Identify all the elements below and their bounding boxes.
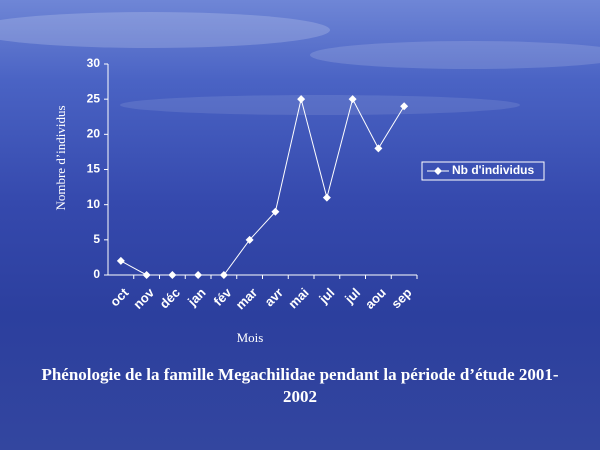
- x-tick-label: fév: [211, 284, 235, 308]
- legend-box: [421, 161, 545, 181]
- y-tick-label: 5: [93, 232, 100, 246]
- marker: [194, 271, 203, 279]
- x-tick-label: oct: [107, 284, 132, 309]
- x-tick-label: mai: [285, 285, 311, 311]
- marker: [400, 102, 409, 111]
- y-tick-label: 0: [93, 267, 100, 281]
- x-tick-label: aou: [362, 285, 389, 312]
- y-axis-label: Nombre d’individus: [53, 105, 68, 210]
- cloud: [0, 12, 330, 48]
- legend-label: Nb d'individus: [452, 163, 535, 177]
- caption: Phénologie de la famille Megachilidae pe…: [41, 365, 559, 406]
- x-tick-label: nov: [130, 284, 157, 311]
- y-tick-label: 10: [87, 197, 101, 211]
- marker: [245, 235, 254, 244]
- line: [120, 97, 405, 276]
- x-tick-label: jan: [184, 285, 209, 310]
- cloud: [310, 41, 600, 69]
- x-tick-label: avr: [262, 285, 286, 309]
- y-tick-label: 25: [87, 91, 101, 105]
- y-tick-label: 30: [87, 56, 101, 70]
- y-tick-label: 20: [87, 127, 101, 141]
- marker: [116, 256, 125, 265]
- marker: [168, 271, 177, 279]
- x-tick-label: déc: [156, 285, 182, 311]
- marker: [297, 95, 306, 104]
- marker: [219, 271, 228, 279]
- marker: [271, 207, 280, 216]
- marker: [322, 193, 331, 202]
- marker: [348, 95, 357, 104]
- x-tick-label: jul: [315, 285, 337, 307]
- y-tick-label: 15: [87, 162, 101, 176]
- legend-marker: [434, 167, 442, 175]
- x-tick-label: jul: [341, 285, 363, 307]
- cloud: [120, 95, 520, 115]
- x-tick-label: sep: [388, 285, 414, 311]
- x-tick-label: mar: [233, 285, 260, 312]
- x-axis-label: Mois: [237, 330, 264, 345]
- marker: [142, 271, 151, 279]
- marker: [374, 144, 383, 153]
